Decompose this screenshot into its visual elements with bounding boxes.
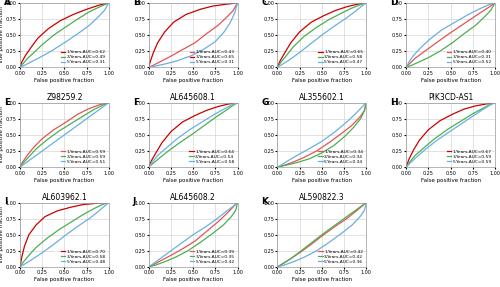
X-axis label: False positive fraction: False positive fraction [292,278,352,282]
Text: H: H [390,98,398,106]
Legend: 1-Years,AUC=0.59, 3-Years,AUC=0.59, 5-Years,AUC=0.51: 1-Years,AUC=0.59, 3-Years,AUC=0.59, 5-Ye… [60,149,106,165]
Title: AL590822.3: AL590822.3 [299,193,344,202]
Text: I: I [4,197,8,206]
Text: G: G [262,98,269,106]
X-axis label: False positive fraction: False positive fraction [292,78,352,83]
X-axis label: False positive fraction: False positive fraction [420,78,480,83]
Text: C: C [262,0,268,7]
Y-axis label: True positive fraction: True positive fraction [0,106,4,164]
X-axis label: False positive fraction: False positive fraction [34,278,94,282]
Legend: 1-Years,AUC=0.43, 3-Years,AUC=0.65, 5-Years,AUC=0.31: 1-Years,AUC=0.43, 3-Years,AUC=0.65, 5-Ye… [188,49,236,65]
Text: A: A [4,0,11,7]
Legend: 1-Years,AUC=0.40, 3-Years,AUC=0.31, 5-Years,AUC=0.52: 1-Years,AUC=0.40, 3-Years,AUC=0.31, 5-Ye… [446,49,493,65]
Title: Z98888.1: Z98888.1 [304,0,340,2]
Text: B: B [133,0,140,7]
Y-axis label: True positive fraction: True positive fraction [0,206,4,264]
Text: D: D [390,0,398,7]
Title: AL645608.1: AL645608.1 [170,93,216,102]
Title: LINC02781: LINC02781 [430,0,472,2]
Title: AL603962.1: AL603962.1 [42,193,88,202]
X-axis label: False positive fraction: False positive fraction [292,178,352,183]
Legend: 1-Years,AUC=0.64, 3-Years,AUC=0.54, 5-Years,AUC=0.58: 1-Years,AUC=0.64, 3-Years,AUC=0.54, 5-Ye… [188,149,236,165]
Legend: 1-Years,AUC=0.67, 3-Years,AUC=0.59, 5-Years,AUC=0.59: 1-Years,AUC=0.67, 3-Years,AUC=0.59, 5-Ye… [446,149,493,165]
Text: F: F [133,98,139,106]
X-axis label: False positive fraction: False positive fraction [34,178,94,183]
Title: PIK3CD-AS1: PIK3CD-AS1 [428,93,473,102]
Text: J: J [133,197,136,206]
Legend: 1-Years,AUC=0.42, 3-Years,AUC=0.42, 5-Years,AUC=0.36: 1-Years,AUC=0.42, 3-Years,AUC=0.42, 5-Ye… [318,249,364,265]
X-axis label: False positive fraction: False positive fraction [163,178,223,183]
Legend: 1-Years,AUC=0.65, 3-Years,AUC=0.58, 5-Years,AUC=0.47: 1-Years,AUC=0.65, 3-Years,AUC=0.58, 5-Ye… [318,49,364,65]
Title: AL355602.1: AL355602.1 [299,93,344,102]
Legend: 1-Years,AUC=0.39, 3-Years,AUC=0.35, 5-Years,AUC=0.42: 1-Years,AUC=0.39, 3-Years,AUC=0.35, 5-Ye… [188,249,236,265]
X-axis label: False positive fraction: False positive fraction [420,178,480,183]
Title: Z98259.2: Z98259.2 [46,93,82,102]
X-axis label: False positive fraction: False positive fraction [163,78,223,83]
Legend: 1-Years,AUC=0.34, 3-Years,AUC=0.34, 5-Years,AUC=0.34: 1-Years,AUC=0.34, 3-Years,AUC=0.34, 5-Ye… [318,149,364,165]
Text: K: K [262,197,268,206]
Text: E: E [4,98,10,106]
Y-axis label: True positive fraction: True positive fraction [0,6,4,64]
Legend: 1-Years,AUC=0.70, 3-Years,AUC=0.58, 5-Years,AUC=0.48: 1-Years,AUC=0.70, 3-Years,AUC=0.58, 5-Ye… [60,249,106,265]
Title: LINC01342: LINC01342 [44,0,85,2]
Title: AL354743.2: AL354743.2 [170,0,216,2]
Title: AL645608.2: AL645608.2 [170,193,216,202]
X-axis label: False positive fraction: False positive fraction [163,278,223,282]
X-axis label: False positive fraction: False positive fraction [34,78,94,83]
Legend: 1-Years,AUC=0.62, 3-Years,AUC=0.49, 5-Years,AUC=0.31: 1-Years,AUC=0.62, 3-Years,AUC=0.49, 5-Ye… [60,49,106,65]
